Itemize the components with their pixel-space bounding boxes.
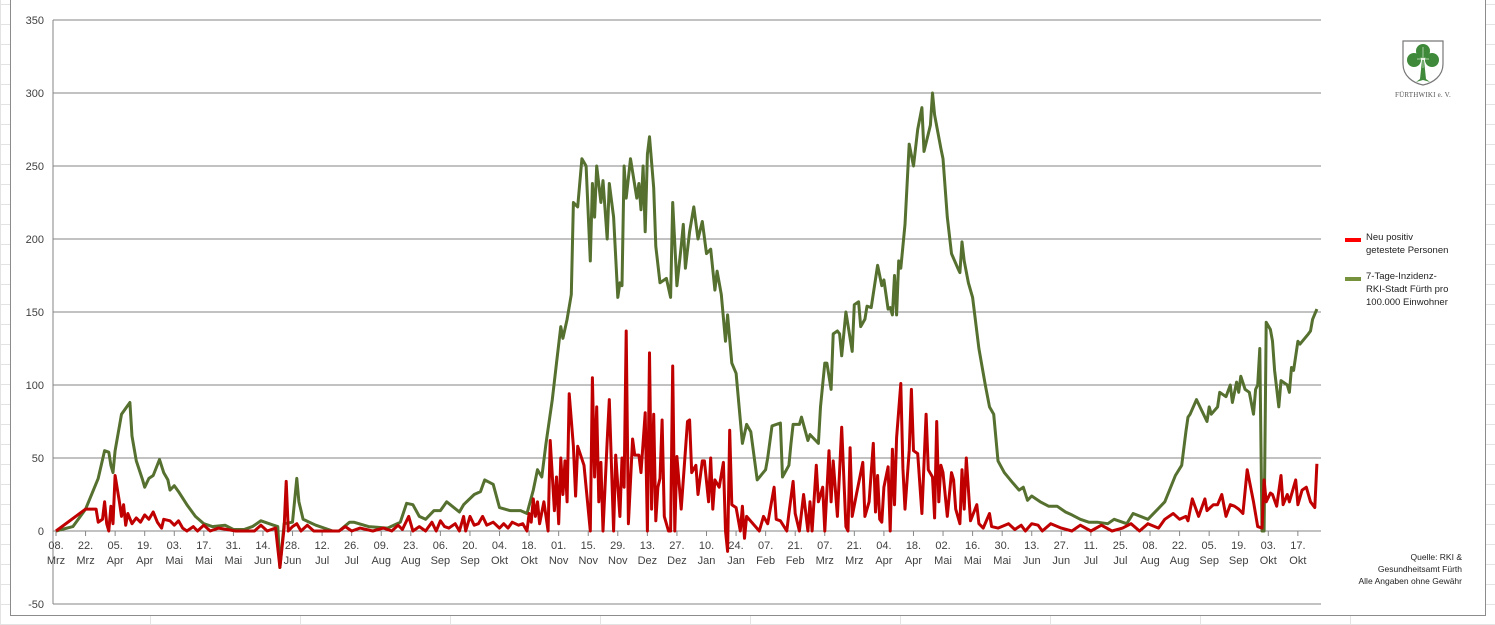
y-tick-label: 100: [26, 380, 44, 392]
x-tick-label: 17. Mai: [195, 540, 213, 567]
legend-swatch-green: [1345, 277, 1361, 281]
legend-label: 7-Tage-Inzidenz- RKI-Stadt Fürth pro 100…: [1366, 271, 1449, 308]
x-tick-label: 25. Jul: [1113, 540, 1128, 567]
x-tick-label: 24. Jan: [727, 540, 745, 567]
x-tick-label: 17. Okt: [1289, 540, 1306, 567]
x-tick-label: 06. Sep: [431, 540, 451, 567]
x-tick-label: 18. Apr: [905, 540, 922, 567]
x-tick-label: 08. Aug: [1140, 540, 1160, 567]
coat-of-arms-icon: [1402, 40, 1444, 86]
x-tick-label: 03. Okt: [1260, 540, 1277, 567]
x-tick-label: 04. Apr: [875, 540, 892, 567]
x-tick-label: 05. Apr: [107, 540, 124, 567]
x-tick-label: 22. Mrz: [76, 540, 94, 567]
x-tick-label: 31. Mai: [225, 540, 243, 567]
x-tick-label: 14. Jun: [254, 540, 272, 567]
y-tick-label: 300: [26, 88, 44, 100]
x-tick-label: 08. Mrz: [47, 540, 65, 567]
x-tick-label: 05. Sep: [1199, 540, 1219, 567]
x-tick-label: 18. Okt: [521, 540, 538, 567]
x-tick-label: 13. Dez: [638, 540, 658, 567]
x-tick-label: 29. Nov: [608, 540, 628, 567]
chart-area: -50 0 50 100 150 200 250 300 350 08. Mrz 22. Mrz 05. A…: [10, 0, 1486, 616]
x-tick-label: 28. Jun: [284, 540, 302, 567]
x-tick-label: 09. Aug: [371, 540, 391, 567]
fuerthwiki-logo: FÜRTHWIKI e. V.: [1390, 38, 1456, 99]
x-tick-label: 23. Aug: [401, 540, 421, 567]
x-tick-label: 20. Sep: [460, 540, 480, 567]
x-tick-label: 27. Dez: [667, 540, 687, 567]
series-line-new-positive: [55, 329, 1319, 569]
x-tick-label: 12. Jul: [314, 540, 329, 567]
y-tick-label: 0: [38, 526, 44, 538]
x-tick-label: 19. Sep: [1229, 540, 1249, 567]
series-line-incidence: [55, 91, 1319, 569]
x-tick-label: 19. Apr: [136, 540, 153, 567]
x-tick-label: 22. Aug: [1170, 540, 1190, 567]
x-tick-label: 11. Jul: [1084, 540, 1098, 567]
y-tick-label: 150: [26, 307, 44, 319]
x-tick-label: 16. Mai: [964, 540, 982, 567]
x-tick-label: 04. Okt: [491, 540, 508, 567]
x-tick-label: 27. Jun: [1052, 540, 1070, 567]
x-tick-label: 02. Mai: [934, 540, 952, 567]
y-tick-label: 200: [26, 234, 44, 246]
line-chart: -50 0 50 100 150 200 250 300 350 08. Mrz 22. Mrz 05. A…: [26, 15, 1321, 611]
x-tick-label: 07. Mrz: [816, 540, 834, 567]
x-tick-label: 10. Jan: [698, 540, 716, 567]
x-tick-label: 30. Mai: [993, 540, 1011, 567]
x-tick-label: 21. Mrz: [845, 540, 863, 567]
y-tick-label: 350: [26, 15, 44, 27]
y-tick-label: 50: [32, 453, 44, 465]
legend-swatch-red: [1345, 238, 1361, 242]
logo-text: FÜRTHWIKI e. V.: [1395, 91, 1451, 99]
x-tick-label: 15. Nov: [578, 540, 598, 567]
source-note: Quelle: RKI & Gesundheitsamt Fürth Alle …: [1358, 552, 1463, 586]
x-tick-label: 07. Feb: [756, 540, 775, 567]
y-tick-label: 250: [26, 161, 44, 173]
legend-label: Neu positiv getestete Personen: [1366, 232, 1449, 256]
x-tick-label: 01. Nov: [549, 540, 569, 567]
x-tick-label: 21. Feb: [786, 540, 805, 567]
x-tick-label: 03. Mai: [165, 540, 183, 567]
x-tick-label: 13. Jun: [1023, 540, 1041, 567]
x-tick-label: 26. Jul: [344, 540, 359, 567]
y-tick-label: -50: [28, 599, 44, 611]
